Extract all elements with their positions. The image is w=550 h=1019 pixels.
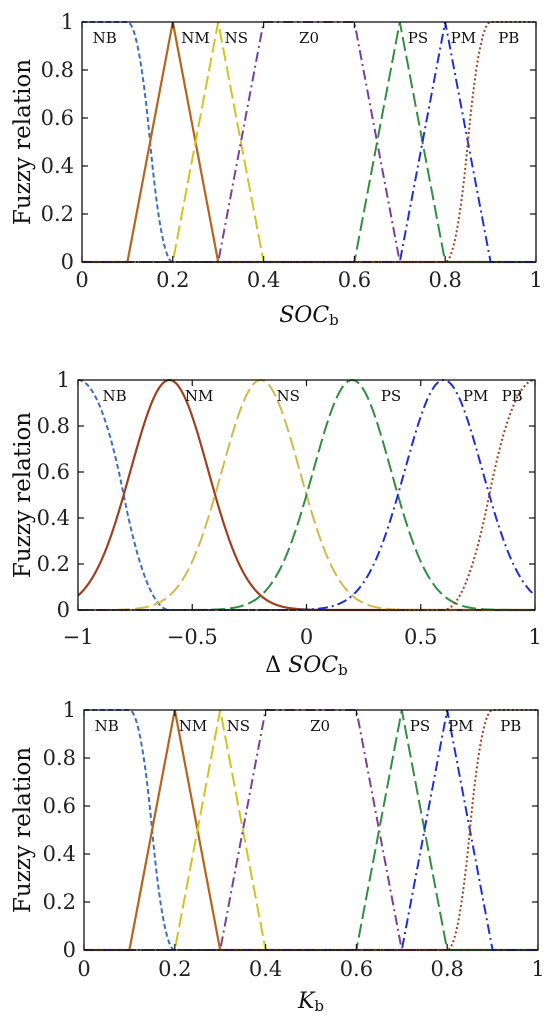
x-tick-label: −0.5 — [167, 625, 218, 649]
x-tick-label: 0.5 — [404, 625, 437, 649]
membership-label-pm: PM — [463, 387, 488, 405]
y-tick-label: 0 — [61, 250, 74, 274]
membership-label-ns: NS — [277, 387, 300, 405]
y-tick-label: 0.2 — [37, 552, 70, 576]
x-axis-label: SOCb — [279, 303, 339, 329]
y-tick-label: 1 — [61, 10, 74, 34]
y-tick-label: 0.2 — [43, 890, 76, 914]
y-tick-label: 0 — [63, 938, 76, 962]
chart-panel-1: 0 0.2 0.4 0.6 0.8 1 0 0.2 0.4 0.6 0.8 1 NB NM NS Z0 PS PM… — [10, 10, 543, 329]
y-axis-label: Fuzzy relation — [10, 59, 36, 225]
x-axis-label-subscript: b — [314, 997, 324, 1015]
y-tick-label: 1 — [57, 368, 70, 392]
membership-label-ns: NS — [225, 29, 248, 47]
x-tick-label: 0.2 — [158, 957, 191, 981]
membership-label-pm: PM — [448, 717, 473, 735]
x-tick-label: 1 — [529, 268, 542, 292]
x-tick-label: 0.6 — [340, 957, 373, 981]
x-tick-label: 0 — [75, 268, 88, 292]
x-tick-label: 0.8 — [428, 268, 461, 292]
y-tick-label: 0.2 — [41, 202, 74, 226]
y-tick-label: 0.6 — [37, 460, 70, 484]
chart-panel-2: −1 −0.5 0 0.5 1 0 0.2 0.4 0.6 0.8 1 NB NM NS PS PM PB Fuz… — [10, 368, 542, 679]
membership-label-ps: PS — [408, 29, 428, 47]
membership-label-ps: PS — [410, 717, 430, 735]
y-axis-label: Fuzzy relation — [10, 412, 36, 578]
y-tick-label: 0.8 — [37, 414, 70, 438]
x-axis-label-space — [281, 653, 288, 678]
chart-panel-3: 0 0.2 0.4 0.6 0.8 1 0 0.2 0.4 0.6 0.8 1 NB NM NS Z0 PS PM… — [10, 698, 545, 1015]
y-tick-label: 0 — [57, 598, 70, 622]
membership-label-nb: NB — [93, 29, 117, 47]
x-tick-label: 0 — [77, 957, 90, 981]
x-axis-label-main: SOC — [279, 303, 329, 328]
plot-frame — [83, 709, 539, 951]
membership-label-pb: PB — [500, 717, 521, 735]
y-tick-label: 0.8 — [41, 58, 74, 82]
x-axis-label-subscript: b — [329, 311, 339, 329]
membership-label-nb: NB — [102, 387, 126, 405]
x-axis-label-main: SOC — [288, 653, 338, 678]
x-tick-label: 0.4 — [249, 957, 282, 981]
x-tick-label: 0.6 — [338, 268, 371, 292]
membership-label-z0: Z0 — [299, 29, 319, 47]
y-tick-label: 0.8 — [43, 746, 76, 770]
y-tick-label: 0.4 — [37, 506, 70, 530]
membership-label-nm: NM — [179, 717, 207, 735]
y-tick-label: 0.4 — [43, 842, 76, 866]
x-tick-label: 1 — [531, 957, 544, 981]
membership-label-nm: NM — [181, 29, 209, 47]
membership-label-z0: Z0 — [310, 717, 330, 735]
x-axis-label: Kb — [297, 989, 324, 1015]
membership-label-nb: NB — [95, 717, 119, 735]
y-tick-label: 1 — [63, 698, 76, 722]
x-tick-label: 0 — [300, 625, 313, 649]
plot-frame — [81, 21, 537, 263]
x-tick-label: 0.4 — [247, 268, 280, 292]
x-tick-label: 0.8 — [430, 957, 463, 981]
x-tick-label: 1 — [528, 625, 541, 649]
membership-label-pb: PB — [502, 387, 523, 405]
x-axis-label: Δ SOCb — [265, 653, 347, 679]
x-axis-label-subscript: b — [338, 661, 348, 679]
membership-label-ps: PS — [381, 387, 401, 405]
membership-label-pb: PB — [498, 29, 519, 47]
x-tick-label: −1 — [63, 625, 94, 649]
y-tick-label: 0.6 — [41, 106, 74, 130]
x-axis-label-main: K — [297, 989, 316, 1014]
y-tick-label: 0.4 — [41, 154, 74, 178]
x-tick-label: 0.2 — [156, 268, 189, 292]
membership-label-nm: NM — [185, 387, 213, 405]
y-axis-label: Fuzzy relation — [10, 747, 36, 913]
y-tick-label: 0.6 — [43, 794, 76, 818]
membership-label-ns: NS — [227, 717, 250, 735]
x-axis-label-prefix: Δ — [265, 653, 281, 678]
membership-label-pm: PM — [451, 29, 476, 47]
